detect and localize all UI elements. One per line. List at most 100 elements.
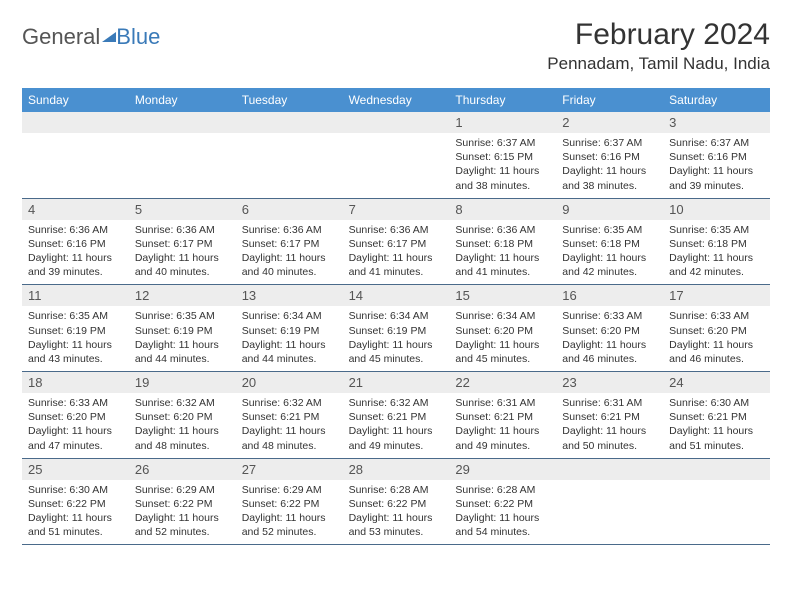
- sunset-line: Sunset: 6:19 PM: [349, 324, 444, 338]
- sunrise-line: Sunrise: 6:36 AM: [242, 223, 337, 237]
- cell-body: Sunrise: 6:36 AMSunset: 6:18 PMDaylight:…: [449, 220, 556, 285]
- sunset-line: Sunset: 6:16 PM: [669, 150, 764, 164]
- date-number: 6: [236, 199, 343, 220]
- page-header: General Blue February 2024 Pennadam, Tam…: [22, 18, 770, 74]
- calendar-cell: 26Sunrise: 6:29 AMSunset: 6:22 PMDayligh…: [129, 459, 236, 546]
- date-number: 10: [663, 199, 770, 220]
- sunrise-line: Sunrise: 6:31 AM: [562, 396, 657, 410]
- daylight-line: Daylight: 11 hours and 49 minutes.: [349, 424, 444, 452]
- logo: General Blue: [22, 24, 160, 50]
- daylight-line: Daylight: 11 hours and 47 minutes.: [28, 424, 123, 452]
- daylight-line: Daylight: 11 hours and 39 minutes.: [28, 251, 123, 279]
- sunset-line: Sunset: 6:20 PM: [669, 324, 764, 338]
- date-number: 14: [343, 285, 450, 306]
- sunset-line: Sunset: 6:17 PM: [349, 237, 444, 251]
- cell-body: Sunrise: 6:35 AMSunset: 6:19 PMDaylight:…: [22, 306, 129, 371]
- date-number: 1: [449, 112, 556, 133]
- calendar-cell: 8Sunrise: 6:36 AMSunset: 6:18 PMDaylight…: [449, 199, 556, 286]
- cell-body: Sunrise: 6:30 AMSunset: 6:21 PMDaylight:…: [663, 393, 770, 458]
- calendar-cell: 12Sunrise: 6:35 AMSunset: 6:19 PMDayligh…: [129, 285, 236, 372]
- daylight-line: Daylight: 11 hours and 48 minutes.: [242, 424, 337, 452]
- sunrise-line: Sunrise: 6:28 AM: [349, 483, 444, 497]
- calendar: SundayMondayTuesdayWednesdayThursdayFrid…: [22, 88, 770, 545]
- calendar-cell: 11Sunrise: 6:35 AMSunset: 6:19 PMDayligh…: [22, 285, 129, 372]
- date-number: 12: [129, 285, 236, 306]
- day-header: Monday: [129, 88, 236, 112]
- cell-body: Sunrise: 6:35 AMSunset: 6:18 PMDaylight:…: [663, 220, 770, 285]
- cell-body: Sunrise: 6:32 AMSunset: 6:21 PMDaylight:…: [343, 393, 450, 458]
- date-number: 16: [556, 285, 663, 306]
- cell-body: Sunrise: 6:31 AMSunset: 6:21 PMDaylight:…: [449, 393, 556, 458]
- sunrise-line: Sunrise: 6:29 AM: [242, 483, 337, 497]
- calendar-cell: 14Sunrise: 6:34 AMSunset: 6:19 PMDayligh…: [343, 285, 450, 372]
- day-header: Wednesday: [343, 88, 450, 112]
- calendar-cell: 4Sunrise: 6:36 AMSunset: 6:16 PMDaylight…: [22, 199, 129, 286]
- sunset-line: Sunset: 6:22 PM: [242, 497, 337, 511]
- daylight-line: Daylight: 11 hours and 49 minutes.: [455, 424, 550, 452]
- calendar-cell: 21Sunrise: 6:32 AMSunset: 6:21 PMDayligh…: [343, 372, 450, 459]
- sunset-line: Sunset: 6:19 PM: [28, 324, 123, 338]
- sunset-line: Sunset: 6:19 PM: [242, 324, 337, 338]
- daylight-line: Daylight: 11 hours and 41 minutes.: [349, 251, 444, 279]
- calendar-cell: 5Sunrise: 6:36 AMSunset: 6:17 PMDaylight…: [129, 199, 236, 286]
- date-number: 18: [22, 372, 129, 393]
- date-number: 2: [556, 112, 663, 133]
- daylight-line: Daylight: 11 hours and 40 minutes.: [242, 251, 337, 279]
- calendar-cell: .: [236, 112, 343, 199]
- sunset-line: Sunset: 6:20 PM: [28, 410, 123, 424]
- sunrise-line: Sunrise: 6:36 AM: [455, 223, 550, 237]
- daylight-line: Daylight: 11 hours and 39 minutes.: [669, 164, 764, 192]
- daylight-line: Daylight: 11 hours and 45 minutes.: [455, 338, 550, 366]
- cell-body: Sunrise: 6:36 AMSunset: 6:17 PMDaylight:…: [236, 220, 343, 285]
- date-number: 21: [343, 372, 450, 393]
- sunrise-line: Sunrise: 6:28 AM: [455, 483, 550, 497]
- cell-body: Sunrise: 6:34 AMSunset: 6:19 PMDaylight:…: [236, 306, 343, 371]
- calendar-cell: 6Sunrise: 6:36 AMSunset: 6:17 PMDaylight…: [236, 199, 343, 286]
- date-number: 26: [129, 459, 236, 480]
- daylight-line: Daylight: 11 hours and 43 minutes.: [28, 338, 123, 366]
- sunset-line: Sunset: 6:22 PM: [28, 497, 123, 511]
- sunset-line: Sunset: 6:17 PM: [242, 237, 337, 251]
- month-title: February 2024: [547, 18, 770, 52]
- sunset-line: Sunset: 6:20 PM: [562, 324, 657, 338]
- cell-body: Sunrise: 6:28 AMSunset: 6:22 PMDaylight:…: [449, 480, 556, 545]
- daylight-line: Daylight: 11 hours and 38 minutes.: [455, 164, 550, 192]
- sunrise-line: Sunrise: 6:36 AM: [135, 223, 230, 237]
- daylight-line: Daylight: 11 hours and 38 minutes.: [562, 164, 657, 192]
- date-number: 11: [22, 285, 129, 306]
- weeks-container: ....1Sunrise: 6:37 AMSunset: 6:15 PMDayl…: [22, 112, 770, 545]
- sunset-line: Sunset: 6:18 PM: [455, 237, 550, 251]
- day-header: Saturday: [663, 88, 770, 112]
- week-row: 18Sunrise: 6:33 AMSunset: 6:20 PMDayligh…: [22, 372, 770, 459]
- sunrise-line: Sunrise: 6:36 AM: [349, 223, 444, 237]
- calendar-cell: 7Sunrise: 6:36 AMSunset: 6:17 PMDaylight…: [343, 199, 450, 286]
- sunrise-line: Sunrise: 6:30 AM: [669, 396, 764, 410]
- date-number: 25: [22, 459, 129, 480]
- date-number: 23: [556, 372, 663, 393]
- sunrise-line: Sunrise: 6:35 AM: [562, 223, 657, 237]
- sunrise-line: Sunrise: 6:34 AM: [349, 309, 444, 323]
- title-block: February 2024 Pennadam, Tamil Nadu, Indi…: [547, 18, 770, 74]
- day-header: Tuesday: [236, 88, 343, 112]
- calendar-cell: 17Sunrise: 6:33 AMSunset: 6:20 PMDayligh…: [663, 285, 770, 372]
- sunrise-line: Sunrise: 6:32 AM: [349, 396, 444, 410]
- date-number: 17: [663, 285, 770, 306]
- daylight-line: Daylight: 11 hours and 46 minutes.: [562, 338, 657, 366]
- date-number: 22: [449, 372, 556, 393]
- calendar-cell: 10Sunrise: 6:35 AMSunset: 6:18 PMDayligh…: [663, 199, 770, 286]
- cell-body: Sunrise: 6:34 AMSunset: 6:19 PMDaylight:…: [343, 306, 450, 371]
- date-number: .: [22, 112, 129, 133]
- sunrise-line: Sunrise: 6:34 AM: [455, 309, 550, 323]
- calendar-cell: 19Sunrise: 6:32 AMSunset: 6:20 PMDayligh…: [129, 372, 236, 459]
- date-number: .: [343, 112, 450, 133]
- week-row: 11Sunrise: 6:35 AMSunset: 6:19 PMDayligh…: [22, 285, 770, 372]
- date-number: 8: [449, 199, 556, 220]
- date-number: 28: [343, 459, 450, 480]
- daylight-line: Daylight: 11 hours and 41 minutes.: [455, 251, 550, 279]
- sunrise-line: Sunrise: 6:37 AM: [455, 136, 550, 150]
- daylight-line: Daylight: 11 hours and 50 minutes.: [562, 424, 657, 452]
- sunset-line: Sunset: 6:20 PM: [135, 410, 230, 424]
- date-number: .: [556, 459, 663, 480]
- calendar-cell: .: [129, 112, 236, 199]
- sunrise-line: Sunrise: 6:35 AM: [28, 309, 123, 323]
